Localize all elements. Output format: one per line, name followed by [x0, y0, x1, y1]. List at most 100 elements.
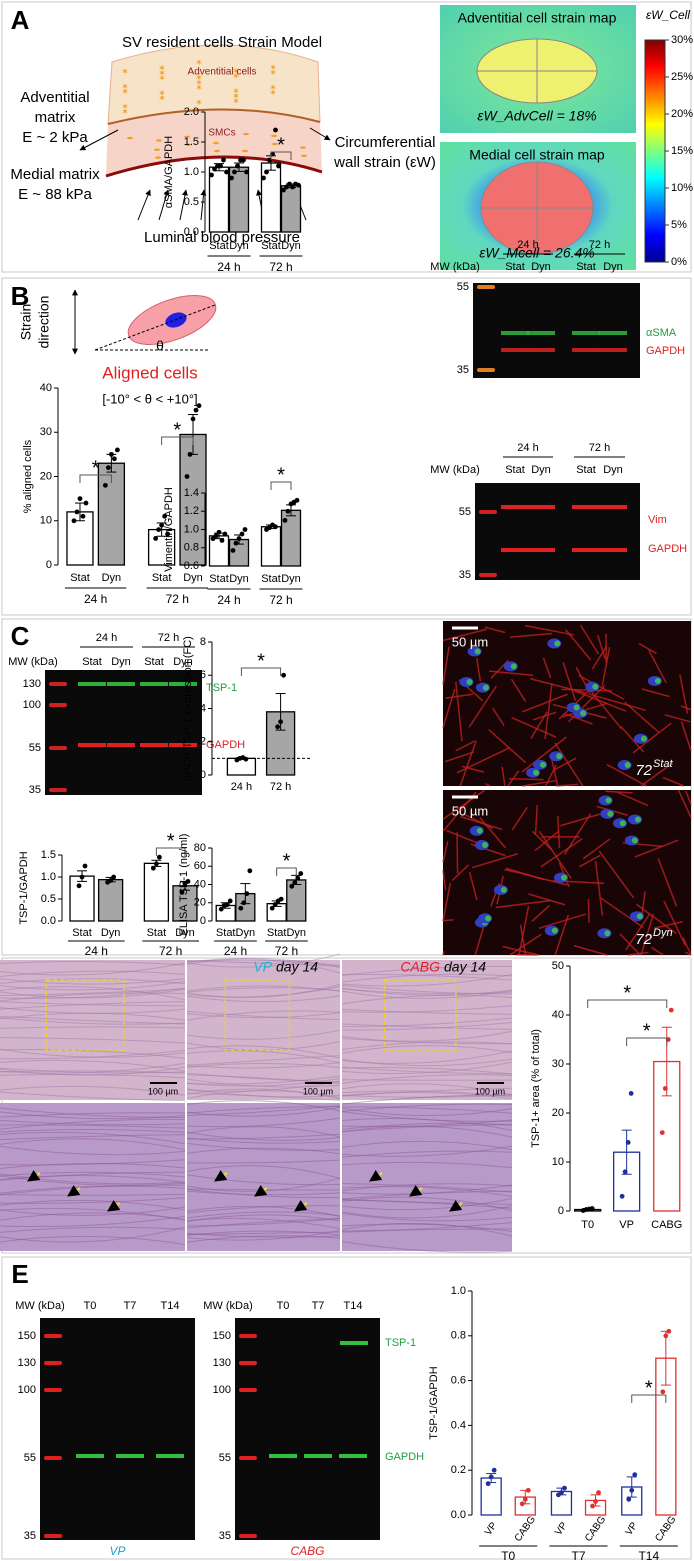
tsp-stain	[631, 837, 638, 844]
cell-icon: ✶	[232, 86, 240, 96]
tissue-fiber	[341, 1041, 513, 1050]
data-point	[596, 1490, 601, 1495]
tissue-fiber	[0, 1118, 186, 1130]
tissue-fiber	[186, 985, 341, 992]
data-point	[71, 518, 77, 524]
tsp-stain	[619, 820, 626, 827]
tissue-fiber	[186, 1100, 341, 1112]
tissue-fiber	[186, 957, 341, 969]
pressure-arrow	[137, 189, 151, 221]
tissue-fiber	[341, 1161, 513, 1169]
label: Dyn	[653, 927, 673, 939]
fiber	[617, 791, 649, 807]
x-tick-label: 24 h	[231, 781, 252, 793]
tissue-fiber	[0, 1216, 186, 1228]
fiber	[488, 728, 527, 764]
tsp-stain	[607, 810, 614, 817]
tissue-fiber	[341, 1222, 513, 1237]
histology	[187, 960, 340, 1100]
cell-icon: ✶	[121, 82, 129, 92]
data-point	[185, 879, 191, 884]
cell-icon: ✶	[269, 83, 277, 93]
data-point	[273, 127, 278, 133]
fiber	[554, 742, 584, 787]
y-tick-label: 1.0	[451, 1285, 466, 1297]
label: VP	[109, 1544, 125, 1558]
protein-band	[78, 682, 106, 686]
data-point	[247, 868, 253, 874]
y-tick-label: 0.5	[41, 893, 56, 905]
label: Circumferential	[335, 134, 436, 151]
data-point	[298, 871, 304, 876]
fiber	[528, 893, 566, 906]
fiber	[554, 914, 569, 956]
y-tick-label: 0.8	[184, 542, 199, 554]
tsp-stain	[554, 640, 561, 647]
data-point	[156, 527, 162, 532]
label: 24 h	[517, 239, 538, 251]
data-point	[218, 163, 223, 169]
ladder-band	[44, 1334, 62, 1338]
tissue-fiber	[186, 1092, 341, 1101]
fiber	[442, 628, 487, 642]
data-point	[244, 891, 250, 897]
bar	[97, 878, 124, 922]
cell-icon: ✶	[158, 93, 166, 103]
label: MW (kDa)	[430, 261, 480, 273]
title: SV resident cells Strain Model	[122, 34, 322, 51]
tissue-fiber	[0, 970, 186, 977]
histology	[187, 1103, 340, 1251]
fiber	[556, 783, 579, 787]
tissue-fiber	[186, 1137, 341, 1144]
label: 100 µm	[475, 1086, 505, 1096]
tissue-fiber	[341, 994, 513, 1005]
tissue-fiber	[341, 1094, 513, 1105]
smc-icon	[127, 136, 133, 140]
tissue-fiber	[186, 986, 341, 998]
tissue-fiber	[0, 1129, 186, 1133]
significance: *	[283, 850, 291, 872]
data-point	[593, 1499, 598, 1504]
cell-icon: ✶	[269, 88, 277, 98]
ladder-band	[239, 1334, 257, 1338]
cell-icon: ✶	[232, 66, 240, 76]
y-tick-label: 20	[40, 470, 52, 482]
y-tick-label: 20	[552, 1107, 564, 1119]
tissue-fiber	[341, 1050, 513, 1064]
tissue-fiber	[186, 1010, 341, 1021]
data-point	[485, 1481, 491, 1487]
protein-band	[107, 682, 135, 686]
colorbar-tick-label: 20%	[671, 108, 693, 120]
label: [-10° < θ < +10°]	[102, 391, 197, 406]
tissue-fiber	[186, 1133, 341, 1140]
tissue-fiber	[0, 1171, 186, 1178]
significance: *	[277, 134, 285, 156]
fiber	[600, 897, 644, 929]
label: Vim	[648, 514, 667, 526]
tissue-fiber	[0, 1131, 186, 1145]
tissue-fiber	[0, 1016, 186, 1025]
data-point	[272, 902, 278, 907]
data-point	[289, 883, 295, 889]
data-point	[102, 482, 108, 488]
data-point	[589, 1206, 595, 1211]
label: VP	[253, 959, 272, 975]
fiber	[461, 765, 485, 773]
panel-frame	[1, 1256, 692, 1560]
ladder-band	[479, 573, 497, 577]
tissue-fiber	[186, 1075, 341, 1085]
label: E ~ 2 kPa	[22, 129, 88, 146]
tissue-fiber	[186, 1041, 341, 1051]
data-point	[190, 416, 196, 422]
group-label: 24 h	[217, 593, 240, 607]
tissue-fiber	[186, 1029, 341, 1040]
tissue-fiber	[0, 1050, 186, 1060]
y-tick-label: 40	[40, 382, 52, 394]
fiber	[459, 740, 477, 787]
group-label: 24 h	[85, 944, 108, 958]
label: 100	[18, 1384, 36, 1396]
data-point	[213, 533, 219, 539]
y-tick-label: 60	[194, 860, 206, 872]
y-axis-label: Vimentin/GAPDH	[163, 487, 175, 572]
group-label: 24 h	[84, 592, 107, 606]
